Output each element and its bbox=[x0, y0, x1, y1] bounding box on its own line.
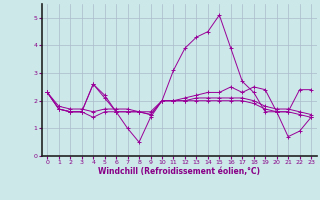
X-axis label: Windchill (Refroidissement éolien,°C): Windchill (Refroidissement éolien,°C) bbox=[98, 167, 260, 176]
